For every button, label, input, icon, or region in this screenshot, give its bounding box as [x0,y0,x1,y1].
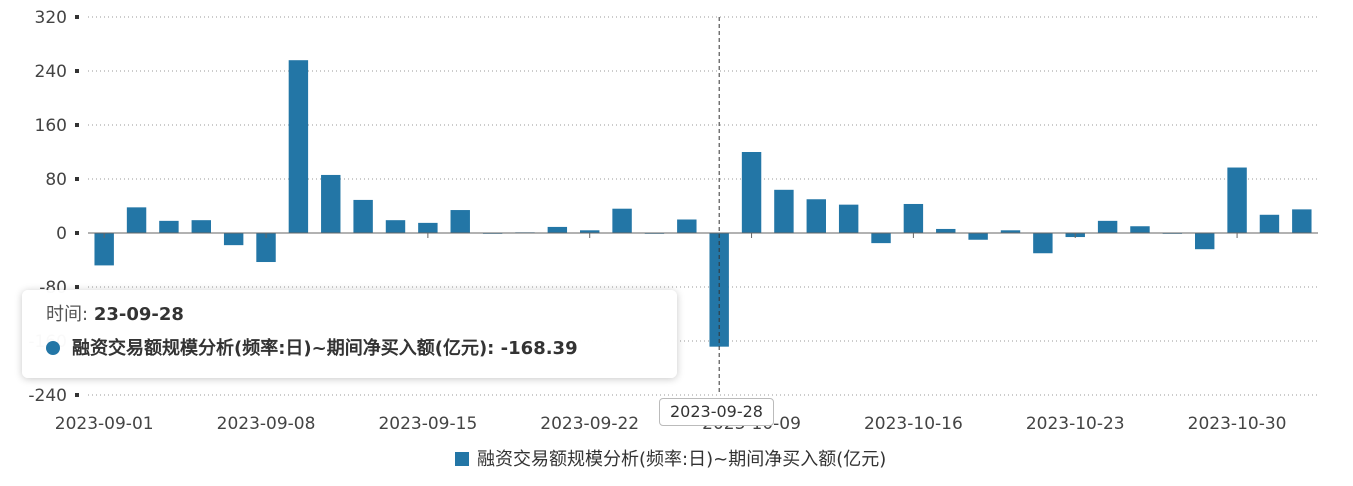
bar[interactable] [677,219,697,234]
tooltip-series-dot-icon [46,341,60,355]
bar[interactable] [1195,233,1215,250]
y-tick-label: 320 [35,8,67,28]
bar[interactable] [741,152,762,233]
y-tick-label: 80 [45,170,67,190]
y-tick-mark [75,177,79,181]
tooltip-series-label: 融资交易额规模分析(频率:日)~期间净买入额(亿元): [72,338,495,359]
bar[interactable] [288,60,309,234]
bar[interactable] [321,174,341,233]
bars[interactable] [94,60,1312,347]
bar[interactable] [353,199,373,233]
x-tick-label: 2023-09-22 [540,414,639,434]
legend[interactable]: 融资交易额规模分析(频率:日)~期间净买入额(亿元) [455,448,886,472]
bar[interactable] [1227,167,1247,233]
x-tick-label: 2023-09-01 [55,414,154,434]
y-tick-mark [75,393,79,397]
bar[interactable] [159,220,179,233]
tooltip-series-value: -168.39 [500,338,578,359]
bar[interactable] [709,233,729,347]
bar[interactable] [774,189,794,233]
bar[interactable] [1292,209,1312,233]
y-tick-mark [75,231,79,235]
x-tick-label: 2023-09-08 [217,414,316,434]
x-tick-label: 2023-10-30 [1188,414,1287,434]
bar[interactable] [1033,233,1053,254]
y-tick-label: 0 [56,224,67,244]
x-axis: 2023-09-01 2023-09-08 2023-09-15 2023-09-22… [55,232,1318,434]
bar[interactable] [547,226,568,233]
bar[interactable] [936,228,956,233]
tooltip: 时间: 23-09-28 融资交易额规模分析(频率:日)~期间净买入额(亿元):… [22,290,677,378]
bar[interactable] [94,233,114,266]
tooltip-time-label: 时间: [46,304,89,325]
bar[interactable] [1130,226,1150,233]
bar[interactable] [1259,214,1280,233]
bar[interactable] [191,220,211,233]
y-tick-label: 240 [35,62,67,82]
x-tick-label: 2023-09-15 [378,414,477,434]
bar[interactable] [612,208,632,233]
bar[interactable] [580,230,600,233]
legend-label: 融资交易额规模分析(频率:日)~期间净买入额(亿元) [477,449,887,470]
y-tick-mark [75,123,79,127]
x-tick-label: 2023-10-23 [1026,414,1125,434]
bar[interactable] [903,203,924,233]
y-tick-label: -240 [28,386,67,406]
bar[interactable] [223,233,244,246]
legend-swatch-icon [455,452,469,466]
axis-pointer-label: 2023-09-28 [659,398,774,426]
bar[interactable] [450,210,470,233]
x-tick-label: 2023-10-16 [864,414,963,434]
tooltip-time-row: 时间: 23-09-28 [46,302,653,328]
bar[interactable] [1097,220,1118,233]
y-tick-mark [75,69,79,73]
bar[interactable] [838,204,859,233]
y-tick-mark [75,285,79,289]
y-tick-label: 160 [35,116,67,136]
bar[interactable] [385,220,406,233]
tooltip-time-value: 23-09-28 [93,304,184,325]
bar[interactable] [256,233,276,263]
bar[interactable] [418,222,438,233]
bar[interactable] [871,233,891,244]
bar[interactable] [1000,230,1021,233]
y-tick-mark [75,15,79,19]
tooltip-series-row: 融资交易额规模分析(频率:日)~期间净买入额(亿元): -168.39 [46,334,653,364]
bar[interactable] [126,207,147,233]
bar[interactable] [968,233,988,240]
bar[interactable] [806,199,826,233]
